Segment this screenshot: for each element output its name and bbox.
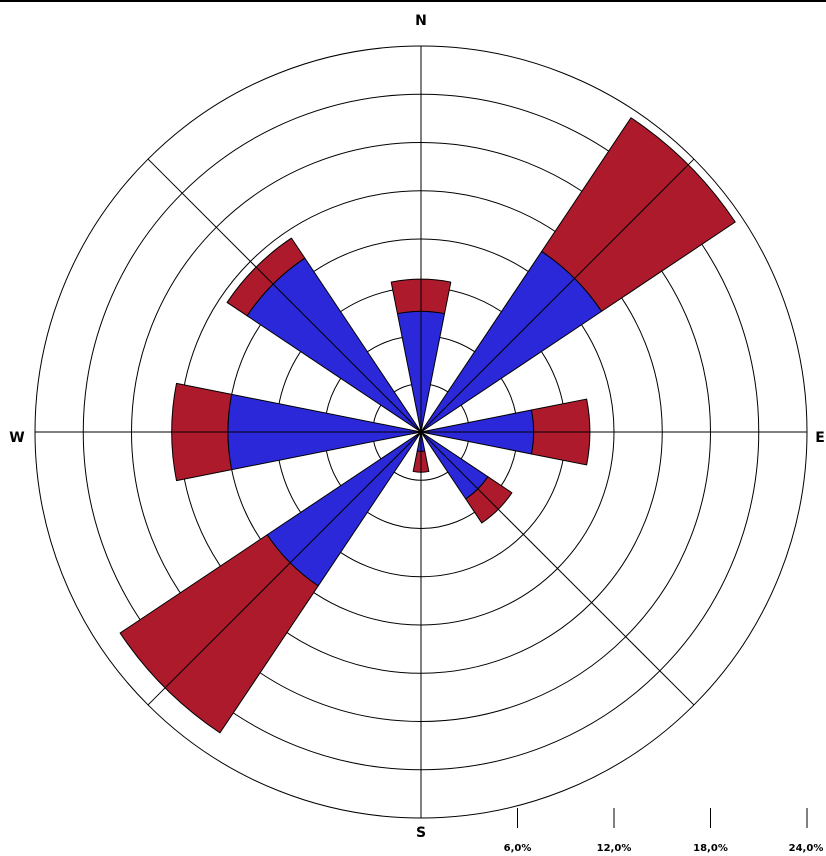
spoke-nw <box>147 158 422 433</box>
scale-label-6: 6,0% <box>504 843 532 854</box>
spoke-sw <box>147 431 422 706</box>
compass-label-n: N <box>415 13 427 29</box>
scale-label-24: 24,0% <box>789 843 824 854</box>
scale-label-12: 12,0% <box>597 843 632 854</box>
compass-label-e: E <box>815 430 825 446</box>
spoke-ne <box>420 158 695 433</box>
grid-overlay <box>35 46 807 818</box>
compass-label-w: W <box>9 430 24 446</box>
compass-label-s: S <box>416 825 426 841</box>
radial-scale: 6,0% 12,0% 18,0% 24,0% <box>504 808 824 854</box>
spoke-se <box>420 431 695 706</box>
scale-label-18: 18,0% <box>693 843 728 854</box>
